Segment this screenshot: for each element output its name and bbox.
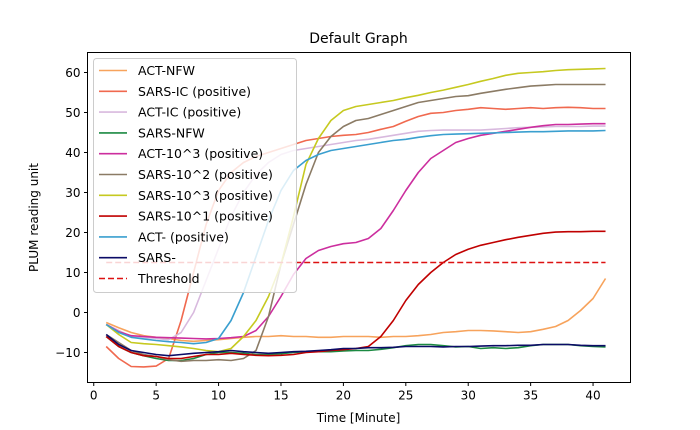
series-line-act-nfw [105, 278, 607, 343]
x-tick-label: 25 [398, 389, 413, 403]
x-tick-label: 20 [336, 389, 351, 403]
legend: ACT-NFW SARS-IC (positive) ACT-IC (positiv… [93, 58, 297, 293]
y-tick-label: 50 [65, 106, 80, 120]
series-line-sars-10-3-positive [105, 67, 606, 353]
x-axis: 0 5 10 15 20 25 30 35 40 [90, 382, 601, 403]
y-tick-label: 60 [65, 66, 80, 80]
series-line-sars-10-2-positive [105, 83, 606, 363]
x-tick-label: 5 [152, 389, 160, 403]
chart-title: Default Graph [309, 31, 408, 47]
y-axis-label: PLUM reading unit [27, 163, 41, 272]
x-tick-label: 30 [461, 389, 476, 403]
series-line-sars [105, 333, 606, 357]
y-axis: −10 0 10 20 30 40 50 60 [55, 66, 88, 360]
legend-label-sars-ic-positive: SARS-IC (positive) [138, 84, 251, 99]
x-tick-label: 10 [211, 389, 226, 403]
y-tick-label: −10 [55, 346, 80, 360]
legend-label-threshold: Threshold [137, 271, 200, 286]
legend-label-sars-10-1-positive: SARS-10^1 (positive) [138, 209, 273, 224]
x-axis-label: Time [Minute] [316, 411, 401, 425]
y-tick-label: 40 [65, 146, 80, 160]
legend-label-act-positive: ACT- (positive) [138, 229, 229, 244]
y-tick-label: 0 [73, 306, 81, 320]
legend-frame [93, 58, 297, 293]
legend-label-sars-10-3-positive: SARS-10^3 (positive) [138, 188, 273, 203]
plot-frame [87, 52, 631, 383]
legend-label-sars: SARS- [138, 250, 176, 265]
y-tick-label: 30 [65, 186, 80, 200]
x-tick-label: 40 [585, 389, 600, 403]
x-tick-label: 15 [273, 389, 288, 403]
legend-label-act-10-3-positive: ACT-10^3 (positive) [138, 146, 263, 161]
x-tick-label: 35 [523, 389, 538, 403]
x-tick-label: 0 [90, 389, 98, 403]
legend-label-sars-10-2-positive: SARS-10^2 (positive) [138, 167, 273, 182]
series-line-act-ic-positive [105, 125, 606, 341]
legend-label-act-ic-positive: ACT-IC (positive) [138, 105, 241, 120]
y-tick-label: 10 [65, 266, 80, 280]
y-tick-label: 20 [65, 226, 80, 240]
legend-label-sars-nfw: SARS-NFW [138, 125, 205, 140]
legend-label-act-nfw: ACT-NFW [138, 63, 195, 78]
series-line-act-positive [105, 129, 606, 345]
series-line-act-10-3-positive [105, 122, 606, 340]
series-line-sars-nfw [105, 335, 606, 362]
